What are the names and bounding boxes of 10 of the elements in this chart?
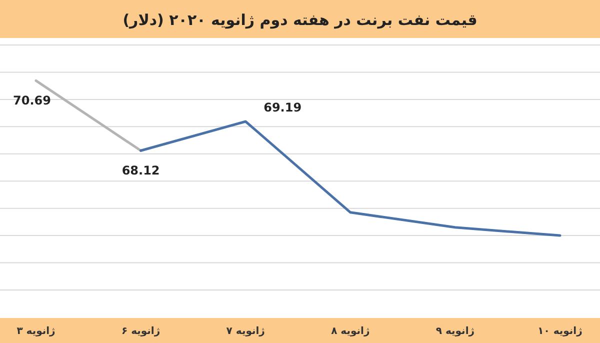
x-tick-label: ۱۰ ژانویه [538,326,583,337]
x-tick-label: ۷ ژانویه [226,326,266,337]
data-label: 69.19 [264,100,302,114]
x-tick-label: ۹ ژانویه [436,326,475,337]
x-tick-label: ۸ ژانویه [331,326,370,337]
x-tick-label: ۳ ژانویه [16,326,56,337]
x-tick-label: ۶ ژانویه [121,326,160,337]
data-label: 68.12 [122,164,160,178]
title: قیمت نفت برنت در هفته دوم ژانویه ۲۰۲۰ (دلار) [122,11,478,29]
data-label: 70.69 [13,94,51,108]
